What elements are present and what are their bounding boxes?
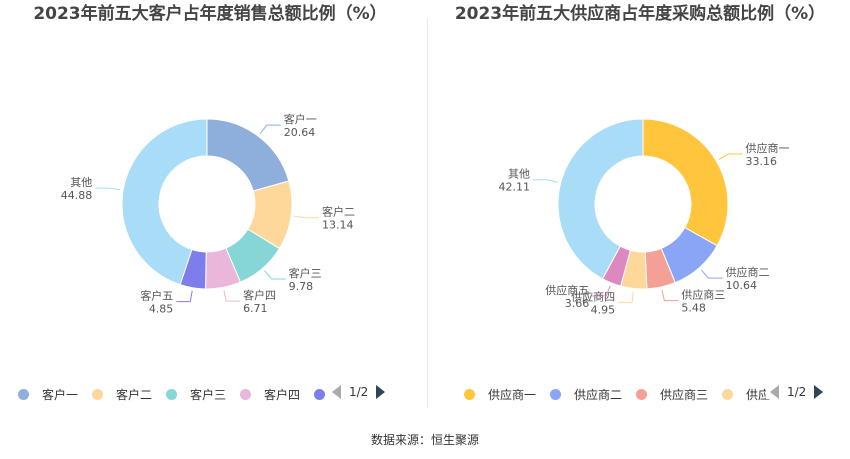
slice-value-label: 33.16	[745, 155, 777, 168]
slice-category-label: 其他	[508, 168, 530, 181]
legend-swatch	[550, 388, 562, 400]
legend-swatch	[722, 388, 734, 400]
slice-category-label: 客户一	[284, 112, 317, 126]
slice-value-label: 44.88	[61, 189, 93, 202]
legend-swatch	[464, 388, 475, 400]
slice-category-label: 供应商三	[681, 288, 725, 302]
legend-item[interactable]: 供应	[722, 386, 770, 403]
slice-category-label: 客户三	[289, 266, 322, 280]
label-leader-line	[259, 124, 281, 135]
legend-item[interactable]	[314, 388, 338, 400]
slice-value-label: 4.95	[591, 303, 616, 316]
slice-category-label: 供应商一	[745, 141, 789, 155]
label-leader-line	[618, 291, 634, 303]
slice-value-label: 5.48	[681, 302, 706, 315]
legend-label: 客户三	[190, 387, 227, 402]
legend-item[interactable]: 客户二	[92, 386, 152, 403]
legend-swatch	[240, 388, 252, 400]
donut-slice[interactable]	[557, 118, 644, 280]
slice-value-label: 13.14	[322, 219, 354, 232]
slice-category-label: 客户五	[140, 289, 173, 303]
pager-next-icon[interactable]	[376, 385, 386, 399]
legend-label: 客户二	[116, 387, 153, 402]
donut-slice[interactable]	[642, 118, 729, 247]
supplier-chart-panel: 2023年前五大供应商占年度采购总额比例（%） 供应商一 33.16 供应商二 10.…	[430, 0, 850, 410]
label-leader-line	[264, 270, 286, 280]
slice-value-label: 42.11	[499, 181, 531, 194]
pager-page-indicator: 1/2	[787, 385, 807, 399]
chart-title: 2023年前五大供应商占年度采购总额比例（%）	[454, 4, 826, 24]
slice-value-label: 20.64	[284, 126, 316, 139]
slice-value-label: 9.78	[289, 280, 314, 293]
legend-item[interactable]: 供应商三	[636, 386, 708, 403]
label-leader-line	[718, 153, 743, 161]
legend-label: 供应商三	[660, 387, 709, 402]
legend-pager: 1/2	[328, 385, 386, 399]
customer-legend: 客户一 客户二 客户三 客户四	[18, 384, 352, 404]
label-leader-line	[661, 289, 679, 302]
label-leader-line	[294, 215, 320, 219]
slice-value-label: 6.71	[243, 302, 268, 315]
pager-prev-icon[interactable]	[770, 385, 779, 399]
pager-page-indicator: 1/2	[349, 385, 369, 399]
pager-next-icon[interactable]	[814, 385, 824, 399]
legend-item[interactable]: 供应商一	[464, 386, 536, 403]
legend-swatch	[314, 388, 326, 400]
donut-slice[interactable]	[206, 118, 290, 192]
donut-slice[interactable]	[121, 118, 208, 286]
slice-value-label: 3.66	[565, 297, 590, 310]
slice-category-label: 供应商五	[545, 283, 589, 297]
slice-value-label: 4.85	[149, 303, 174, 316]
legend-item[interactable]: 客户一	[18, 386, 78, 403]
label-leader-line	[95, 187, 121, 191]
supplier-legend: 供应商一 供应商二 供应商三 供应	[464, 384, 784, 404]
legend-pager: 1/2	[766, 385, 824, 399]
label-leader-line	[700, 269, 723, 279]
chart-title: 2023年前五大客户占年度销售总额比例（%）	[33, 4, 387, 24]
legend-swatch	[166, 388, 178, 400]
slice-category-label: 其他	[70, 176, 92, 189]
slice-category-label: 客户二	[322, 205, 355, 219]
legend-label: 供应商一	[488, 387, 537, 402]
supplier-donut-chart: 供应商一33.16供应商二10.64供应商三5.48供应商四4.95供应商五3.…	[499, 118, 789, 316]
pager-prev-icon[interactable]	[332, 385, 341, 399]
customer-chart-panel: 2023年前五大客户占年度销售总额比例（%） 客户一 20.64 客户二 13.14 客…	[0, 0, 420, 410]
legend-item[interactable]: 客户三	[166, 386, 226, 403]
legend-label: 供应	[746, 387, 771, 402]
legend-label: 客户四	[264, 387, 301, 402]
label-leader-line	[533, 179, 558, 183]
label-leader-line	[592, 285, 611, 297]
legend-swatch	[636, 388, 648, 400]
legend-label: 客户一	[42, 387, 79, 402]
label-leader-line	[176, 290, 193, 303]
legend-item[interactable]: 供应商二	[550, 386, 622, 403]
slice-value-label: 10.64	[726, 279, 758, 292]
slice-category-label: 客户四	[243, 288, 276, 302]
label-leader-line	[223, 290, 241, 302]
panel-divider	[427, 18, 428, 408]
legend-item[interactable]: 客户四	[240, 386, 300, 403]
legend-swatch	[92, 388, 104, 400]
legend-swatch	[18, 388, 29, 400]
data-source-footer: 数据来源：恒生聚源	[370, 433, 479, 447]
legend-label: 供应商二	[574, 387, 623, 402]
slice-category-label: 供应商二	[726, 265, 770, 279]
